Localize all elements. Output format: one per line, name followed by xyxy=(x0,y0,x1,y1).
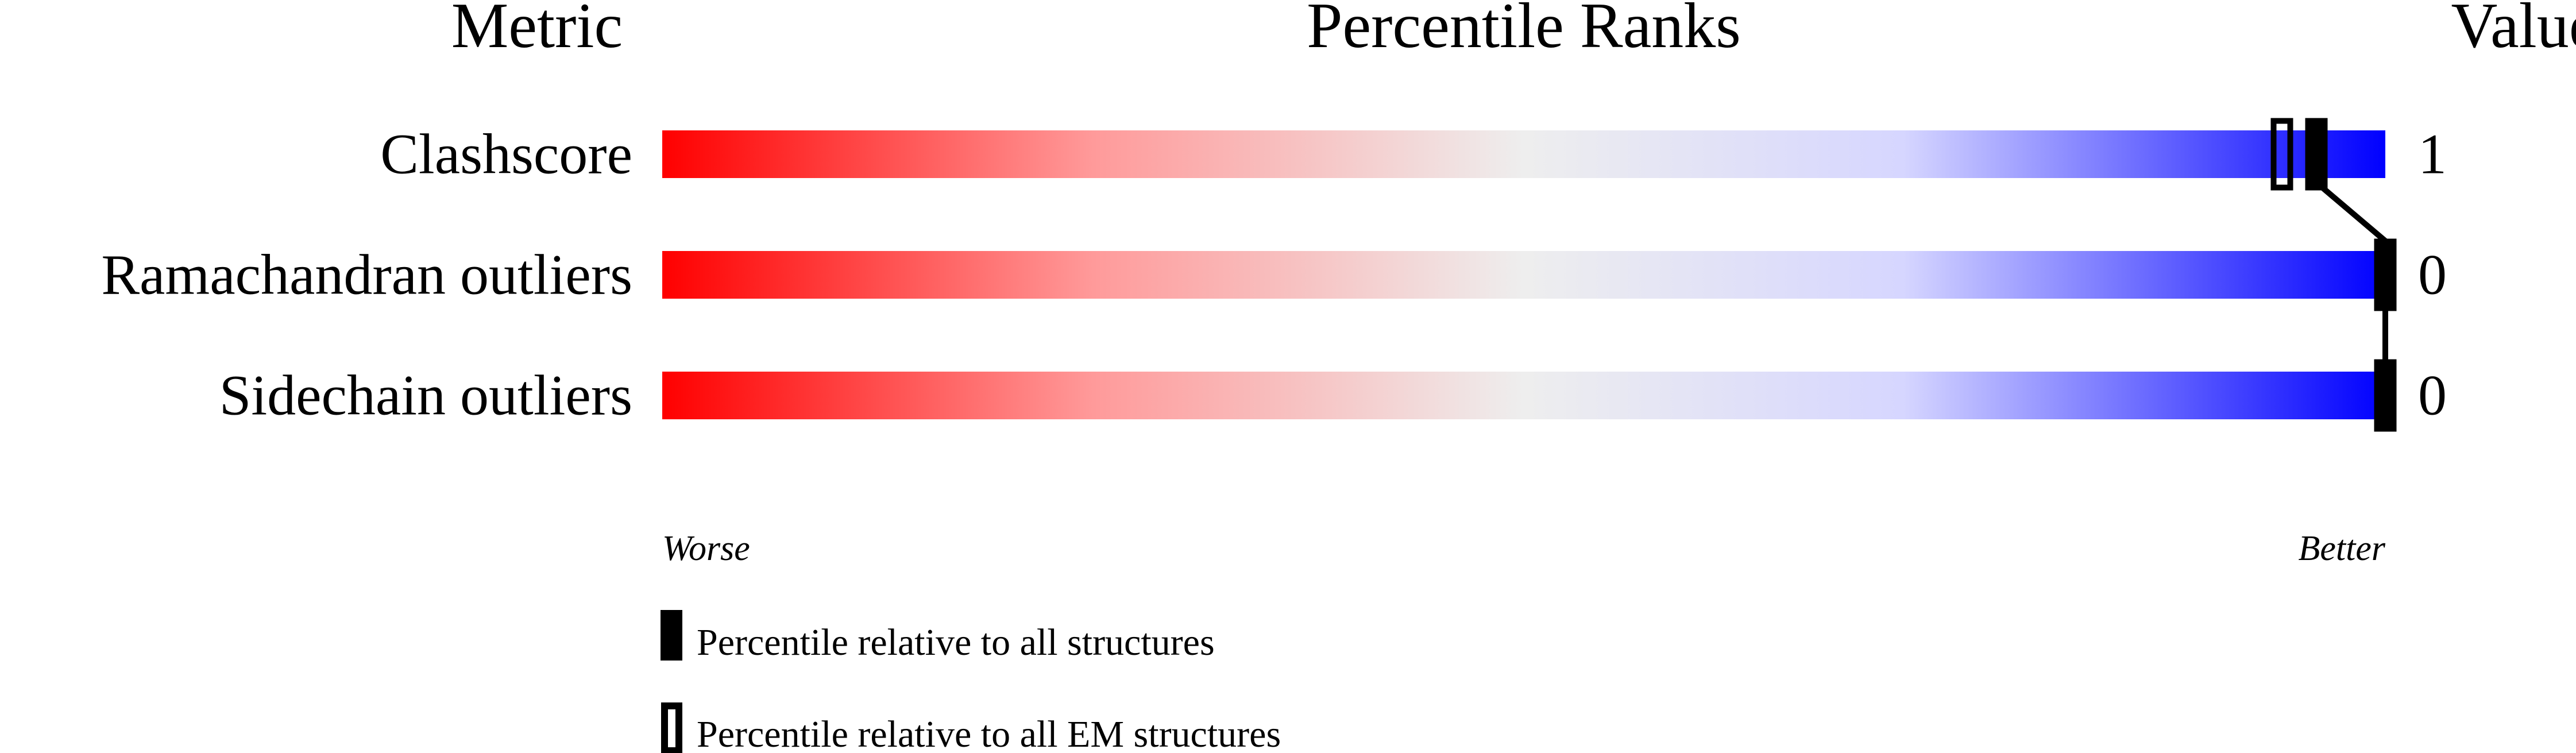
all-percentile-marker xyxy=(2374,359,2397,432)
header-value: Value xyxy=(2451,0,2576,61)
legend-filled-marker xyxy=(661,610,682,661)
better-label: Better xyxy=(2299,529,2386,568)
legend-em-structures: Percentile relative to all EM structures xyxy=(697,713,1281,753)
metric-value: 0 xyxy=(2418,364,2447,427)
header-percentile-ranks: Percentile Ranks xyxy=(1307,0,1741,61)
metric-value: 0 xyxy=(2418,243,2447,307)
legend-all-structures: Percentile relative to all structures xyxy=(697,621,1215,663)
all-percentile-marker xyxy=(2305,118,2328,191)
legend: Percentile relative to all structures Pe… xyxy=(661,610,1281,753)
legend-open-marker xyxy=(661,702,682,753)
connector-line xyxy=(2321,186,2388,244)
percentile-bar xyxy=(662,251,2385,299)
metric-label: Clashscore xyxy=(380,122,632,186)
em-percentile-marker xyxy=(2270,118,2293,191)
worse-label: Worse xyxy=(662,529,750,568)
percentile-bar xyxy=(662,372,2385,419)
all-percentile-marker xyxy=(2374,238,2397,311)
metric-label: Ramachandran outliers xyxy=(101,243,632,307)
metric-label: Sidechain outliers xyxy=(219,364,632,427)
metric-value: 1 xyxy=(2418,122,2447,186)
percentile-bar xyxy=(662,130,2385,178)
header-metric: Metric xyxy=(451,0,623,61)
